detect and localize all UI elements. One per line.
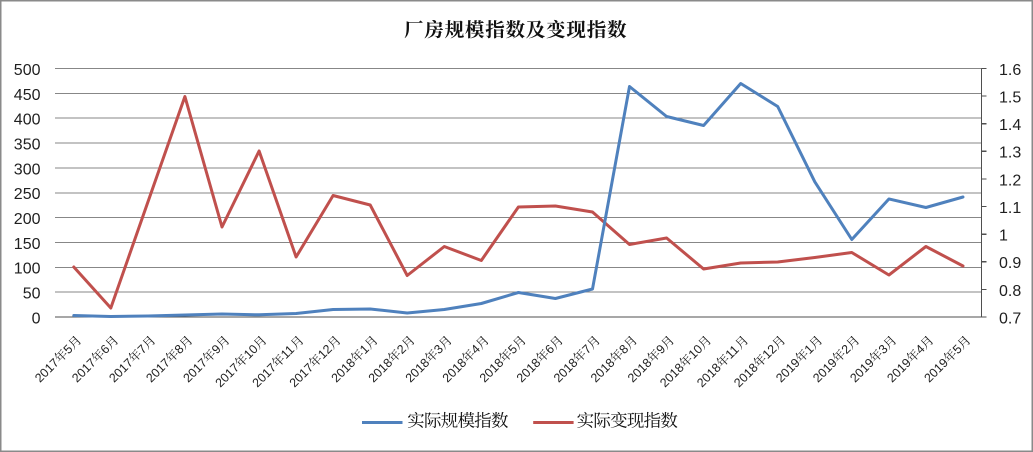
svg-text:0.7: 0.7 [999, 310, 1021, 327]
svg-text:250: 250 [14, 186, 41, 203]
svg-text:1.3: 1.3 [999, 145, 1021, 162]
svg-text:1.1: 1.1 [999, 200, 1021, 217]
svg-text:500: 500 [14, 62, 41, 79]
svg-text:350: 350 [14, 136, 41, 153]
svg-text:300: 300 [14, 161, 41, 178]
svg-text:0.9: 0.9 [999, 255, 1021, 272]
svg-text:450: 450 [14, 87, 41, 104]
svg-text:400: 400 [14, 112, 41, 129]
svg-text:0.8: 0.8 [999, 283, 1021, 300]
svg-text:1.4: 1.4 [999, 117, 1021, 134]
svg-text:1.2: 1.2 [999, 172, 1021, 189]
svg-text:50: 50 [23, 286, 41, 303]
svg-text:150: 150 [14, 236, 41, 253]
svg-text:200: 200 [14, 211, 41, 228]
svg-text:1: 1 [999, 228, 1008, 245]
svg-text:1.6: 1.6 [999, 62, 1021, 79]
svg-text:100: 100 [14, 261, 41, 278]
svg-text:1.5: 1.5 [999, 90, 1021, 107]
svg-text:0: 0 [32, 310, 41, 327]
